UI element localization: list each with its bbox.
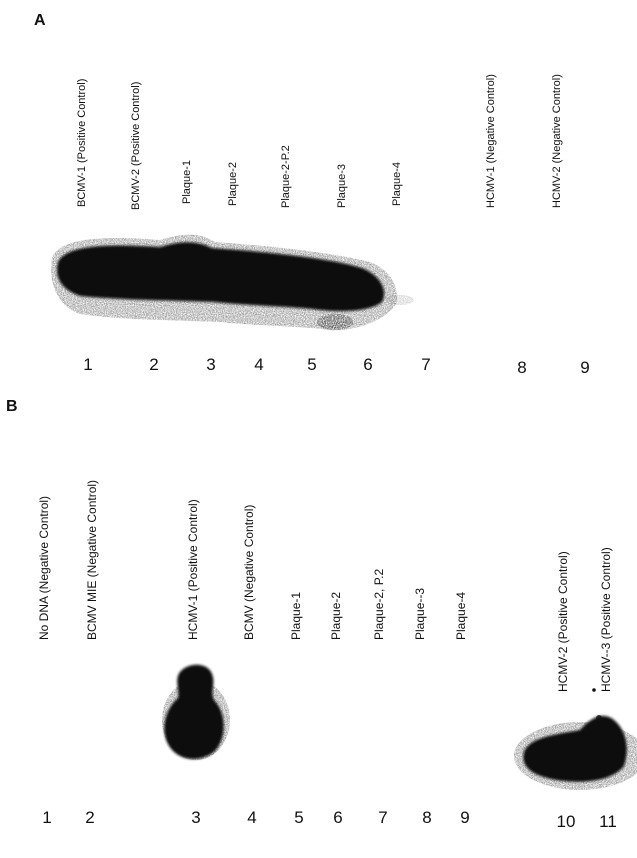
panel-a-lane-number-8: 8 xyxy=(517,358,527,377)
panel-b-lane-number-7: 7 xyxy=(378,808,388,827)
panel-a-lane-label-6: Plaque-3 xyxy=(336,163,348,208)
panel-a-smear-core xyxy=(56,242,385,312)
panel-a-blot xyxy=(51,234,414,331)
panel-b-lane-label-3: HCMV-1 (Positive Control) xyxy=(186,499,200,640)
panel-a-lane-number-4: 4 xyxy=(254,355,264,374)
panel-b-lane-label-5: Plaque-1 xyxy=(289,591,303,640)
panel-b-lane-number-6: 6 xyxy=(333,808,343,827)
panel-b-lane-number-2: 2 xyxy=(85,808,95,827)
panel-a-lane-label-4: Plaque-2 xyxy=(227,161,239,206)
panel-b-lane-number-10: 10 xyxy=(556,812,576,831)
panel-b-lane-label-9: Plaque-4 xyxy=(454,591,468,640)
panel-b-lane-number-11: 11 xyxy=(599,812,617,831)
panel-a-faint-spot xyxy=(386,295,414,305)
panel-b-lane-number-8: 8 xyxy=(422,808,432,827)
panel-b-speck xyxy=(592,688,596,692)
panel-b-letter: B xyxy=(6,398,18,415)
panel-a-lane-label-3: Plaque-1 xyxy=(181,159,193,204)
panel-b-lane-label-6: Plaque-2 xyxy=(329,591,343,640)
panel-a-lane-number-9: 9 xyxy=(580,358,590,377)
panel-a-lane-label-9: HCMV-2 (Negative Control) xyxy=(551,74,563,208)
panel-a-lane-label-5: Plaque-2-P.2 xyxy=(280,145,292,208)
panel-a-lane-label-8: HCMV-1 (Negative Control) xyxy=(485,74,497,208)
panel-a-lane-number-2: 2 xyxy=(149,355,159,374)
panel-b-lane-label-10: HCMV-2 (Positive Control) xyxy=(556,551,570,692)
panel-a-lane-number-1: 1 xyxy=(83,355,93,374)
panel-b-speck-2 xyxy=(596,715,602,721)
panel-a-lane-number-5: 5 xyxy=(307,355,317,374)
panel-b-lane-number-5: 5 xyxy=(294,808,304,827)
panel-b-lane-number-4: 4 xyxy=(247,808,257,827)
panel-b-lane-number-9: 9 xyxy=(460,808,470,827)
panel-b-lane-label-7: Plaque-2, P.2 xyxy=(372,568,386,640)
panel-b-spot-lane3 xyxy=(164,664,224,759)
panel-a-lane-number-7: 7 xyxy=(421,355,431,374)
panel-b-lane-number-3: 3 xyxy=(191,808,201,827)
panel-b-lane-label-11: HCMV--3 (Positive Control) xyxy=(599,547,613,692)
panel-a-lane-label-1: BCMV-1 (Positive Control) xyxy=(76,78,88,207)
panel-b-blot xyxy=(162,664,637,790)
panel-a-lane-number-3: 3 xyxy=(206,355,216,374)
panel-b-lane-label-8: Plaque--3 xyxy=(413,587,427,640)
panel-b-lane-label-2: BCMV MIE (Negative Control) xyxy=(85,479,99,640)
panel-b-lane-number-1: 1 xyxy=(42,808,52,827)
panel-b-lane-label-4: BCMV (Negative Control) xyxy=(242,504,256,640)
panel-b-lane-label-1: No DNA (Negative Control) xyxy=(37,495,51,640)
panel-a-lane-label-7: Plaque-4 xyxy=(391,161,403,206)
panel-b-spot-lanes10-11 xyxy=(523,715,627,782)
panel-a-letter: A xyxy=(34,12,46,29)
panel-a-lane-label-2: BCMV-2 (Positive Control) xyxy=(130,81,142,210)
panel-a-lower-streak xyxy=(317,314,353,330)
panel-a-lane-number-6: 6 xyxy=(363,355,373,374)
